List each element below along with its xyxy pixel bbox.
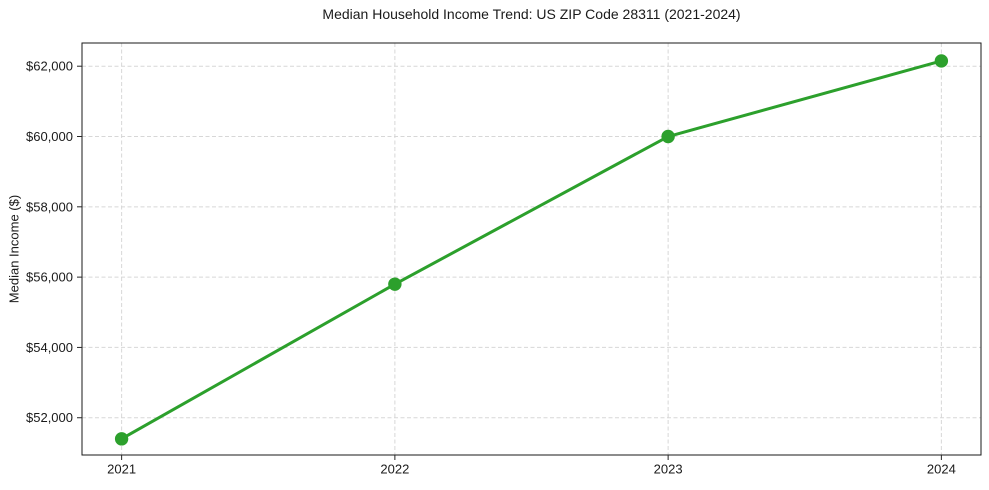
y-tick-label: $60,000 <box>26 129 73 144</box>
y-tick-label: $54,000 <box>26 340 73 355</box>
y-axis-label: Median Income ($) <box>6 194 22 304</box>
x-tick-label: 2022 <box>380 462 409 477</box>
data-point-marker <box>934 54 949 68</box>
y-tick-label: $62,000 <box>26 59 73 74</box>
x-tick-label: 2024 <box>927 462 956 477</box>
x-tick-label: 2023 <box>654 462 683 477</box>
chart-title: Median Household Income Trend: US ZIP Co… <box>322 6 741 22</box>
y-tick-label: $56,000 <box>26 270 73 285</box>
y-tick-label: $52,000 <box>26 410 73 425</box>
plot-border <box>81 42 982 456</box>
data-point-marker <box>114 432 129 446</box>
trend-line <box>120 59 943 441</box>
y-tick-label: $58,000 <box>26 199 73 214</box>
x-tick-label: 2021 <box>107 462 136 477</box>
data-point-marker <box>661 129 675 144</box>
data-point-marker <box>388 277 402 291</box>
